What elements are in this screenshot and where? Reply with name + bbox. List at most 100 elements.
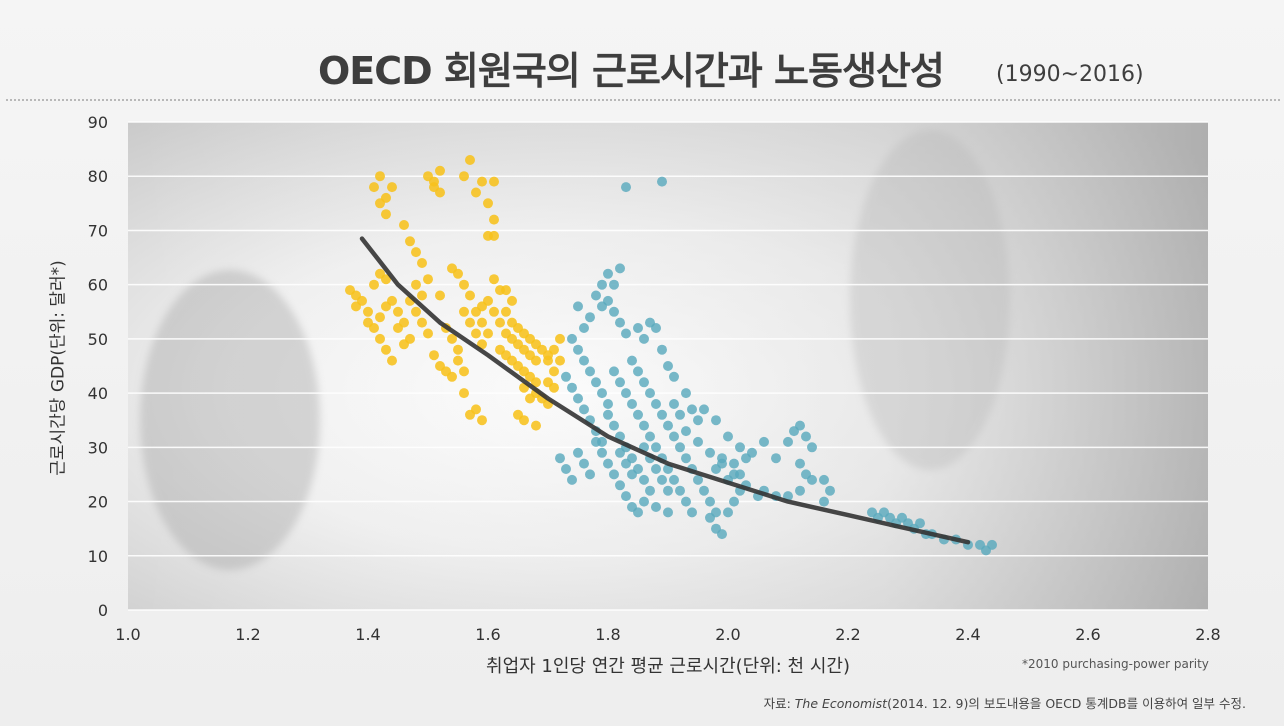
data-point-blue bbox=[663, 507, 673, 518]
data-point-yellow bbox=[543, 355, 553, 366]
data-point-blue bbox=[771, 453, 781, 464]
data-point-blue bbox=[663, 485, 673, 496]
data-point-yellow bbox=[369, 279, 379, 290]
data-point-yellow bbox=[375, 171, 385, 182]
data-point-yellow bbox=[381, 209, 391, 220]
data-point-blue bbox=[627, 469, 637, 480]
data-point-blue bbox=[615, 377, 625, 388]
footnote: *2010 purchasing-power parity bbox=[1022, 657, 1209, 671]
data-point-blue bbox=[717, 529, 727, 540]
data-point-blue bbox=[807, 474, 817, 485]
data-point-blue bbox=[579, 355, 589, 366]
data-point-blue bbox=[723, 431, 733, 442]
data-point-blue bbox=[795, 458, 805, 469]
data-point-yellow bbox=[495, 317, 505, 328]
trend-line bbox=[359, 236, 971, 545]
data-point-blue bbox=[561, 371, 571, 382]
data-point-blue bbox=[675, 485, 685, 496]
data-point-blue bbox=[705, 512, 715, 523]
data-point-yellow bbox=[471, 328, 481, 339]
x-tick-labels: 1.0 1.2 1.4 1.6 1.8 2.0 2.2 2.4 2.6 2.8 bbox=[115, 625, 1220, 644]
data-point-blue bbox=[603, 399, 613, 409]
data-point-blue bbox=[555, 453, 565, 464]
data-point-blue bbox=[573, 344, 583, 355]
data-point-blue bbox=[669, 431, 679, 442]
data-point-blue bbox=[609, 306, 619, 317]
data-point-yellow bbox=[447, 333, 457, 344]
data-point-yellow bbox=[351, 301, 361, 312]
x-tick-label: 1.0 bbox=[115, 625, 140, 644]
data-point-blue bbox=[639, 474, 649, 485]
x-tick-label: 2.0 bbox=[715, 625, 740, 644]
data-point-yellow bbox=[363, 306, 373, 317]
data-point-yellow bbox=[381, 301, 391, 312]
data-point-blue bbox=[609, 279, 619, 290]
plot-background bbox=[128, 122, 1208, 610]
data-point-blue bbox=[681, 496, 691, 507]
data-point-blue bbox=[561, 464, 571, 474]
source-prefix: 자료: bbox=[763, 696, 795, 711]
x-axis-label: 취업자 1인당 연간 평균 근로시간(단위: 천 시간) bbox=[486, 656, 850, 677]
data-point-blue bbox=[675, 409, 685, 420]
data-point-yellow bbox=[471, 404, 481, 415]
data-point-blue bbox=[573, 301, 583, 312]
data-point-yellow bbox=[471, 187, 481, 198]
data-point-blue bbox=[615, 447, 625, 458]
data-point-blue bbox=[687, 404, 697, 415]
data-point-blue bbox=[651, 464, 661, 474]
data-point-yellow bbox=[411, 247, 421, 258]
data-point-blue bbox=[801, 431, 811, 442]
data-point-blue bbox=[693, 436, 703, 447]
y-axis-label: 근로시간당 GDP(단위: 달러*) bbox=[48, 260, 69, 476]
data-point-blue bbox=[657, 176, 667, 187]
data-point-blue bbox=[633, 409, 643, 420]
y-tick-label: 30 bbox=[88, 438, 108, 457]
data-point-yellow bbox=[405, 333, 415, 344]
data-point-blue bbox=[621, 182, 631, 193]
data-point-yellow bbox=[483, 198, 493, 209]
data-point-blue bbox=[591, 377, 601, 388]
data-point-yellow bbox=[435, 187, 445, 198]
data-point-yellow bbox=[417, 317, 427, 328]
data-point-blue bbox=[633, 366, 643, 377]
source-suffix: (2014. 12. 9)의 보도내용을 OECD 통계DB를 이용하여 일부 … bbox=[887, 696, 1246, 711]
data-point-yellow bbox=[531, 355, 541, 366]
data-point-blue bbox=[603, 458, 613, 469]
data-point-blue bbox=[645, 388, 655, 399]
data-point-yellow bbox=[477, 415, 487, 426]
data-point-blue bbox=[711, 415, 721, 426]
data-point-yellow bbox=[429, 176, 439, 187]
data-points bbox=[345, 155, 997, 556]
data-point-blue bbox=[597, 301, 607, 312]
data-point-blue bbox=[693, 474, 703, 485]
data-point-blue bbox=[633, 507, 643, 518]
source-note: 자료: The Economist(2014. 12. 9)의 보도내용을 OE… bbox=[764, 693, 1246, 712]
data-point-yellow bbox=[447, 371, 457, 382]
data-point-blue bbox=[699, 485, 709, 496]
data-point-yellow bbox=[381, 344, 391, 355]
data-point-blue bbox=[717, 453, 727, 464]
data-point-blue bbox=[681, 453, 691, 464]
data-point-yellow bbox=[417, 258, 427, 268]
data-point-blue bbox=[579, 323, 589, 333]
data-point-blue bbox=[987, 539, 997, 550]
data-point-blue bbox=[597, 279, 607, 290]
data-point-blue bbox=[585, 312, 595, 323]
data-point-yellow bbox=[459, 388, 469, 399]
data-point-yellow bbox=[417, 290, 427, 301]
data-point-blue bbox=[633, 323, 643, 333]
data-point-blue bbox=[591, 436, 601, 447]
data-point-yellow bbox=[459, 366, 469, 377]
data-point-yellow bbox=[477, 301, 487, 312]
data-point-blue bbox=[627, 399, 637, 409]
data-point-blue bbox=[663, 420, 673, 431]
data-point-blue bbox=[759, 436, 769, 447]
data-point-yellow bbox=[489, 214, 499, 225]
worker-silhouette-left bbox=[140, 270, 320, 570]
data-point-yellow bbox=[525, 393, 535, 404]
title-row: OECD 회원국의 근로시간과 노동생산성 (1990~2016) bbox=[0, 40, 1284, 100]
data-point-blue bbox=[579, 404, 589, 415]
data-point-yellow bbox=[555, 333, 565, 344]
data-point-blue bbox=[675, 442, 685, 453]
